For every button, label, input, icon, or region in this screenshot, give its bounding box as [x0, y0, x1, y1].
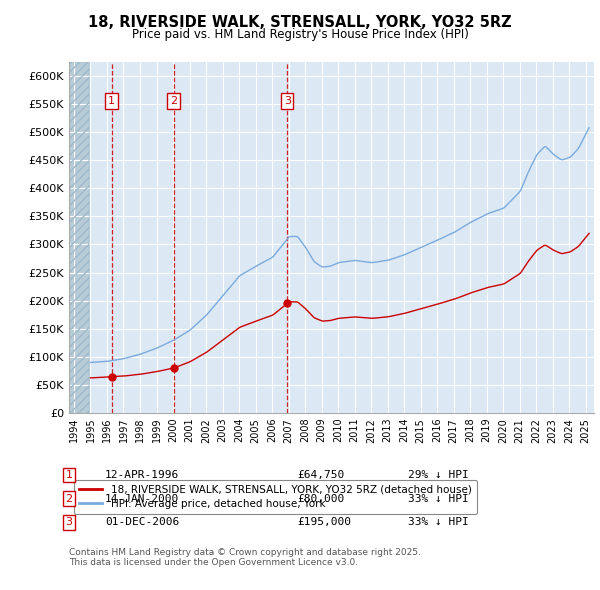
- Text: 3: 3: [284, 96, 290, 106]
- Text: 29% ↓ HPI: 29% ↓ HPI: [408, 470, 469, 480]
- Text: 18, RIVERSIDE WALK, STRENSALL, YORK, YO32 5RZ: 18, RIVERSIDE WALK, STRENSALL, YORK, YO3…: [88, 15, 512, 30]
- Text: 14-JAN-2000: 14-JAN-2000: [105, 494, 179, 503]
- Bar: [69, 62, 89, 413]
- Legend: 18, RIVERSIDE WALK, STRENSALL, YORK, YO32 5RZ (detached house), HPI: Average pri: 18, RIVERSIDE WALK, STRENSALL, YORK, YO3…: [74, 480, 477, 514]
- Text: £195,000: £195,000: [297, 517, 351, 527]
- Text: 3: 3: [65, 517, 73, 527]
- Bar: [69, 62, 89, 413]
- Text: 12-APR-1996: 12-APR-1996: [105, 470, 179, 480]
- Text: 33% ↓ HPI: 33% ↓ HPI: [408, 517, 469, 527]
- Text: 2: 2: [170, 96, 177, 106]
- Text: Price paid vs. HM Land Registry's House Price Index (HPI): Price paid vs. HM Land Registry's House …: [131, 28, 469, 41]
- Text: 1: 1: [65, 470, 73, 480]
- Text: £80,000: £80,000: [297, 494, 344, 503]
- Text: 01-DEC-2006: 01-DEC-2006: [105, 517, 179, 527]
- Text: 2: 2: [65, 494, 73, 503]
- Text: 33% ↓ HPI: 33% ↓ HPI: [408, 494, 469, 503]
- Text: 1: 1: [108, 96, 115, 106]
- Text: Contains HM Land Registry data © Crown copyright and database right 2025.
This d: Contains HM Land Registry data © Crown c…: [69, 548, 421, 567]
- Text: £64,750: £64,750: [297, 470, 344, 480]
